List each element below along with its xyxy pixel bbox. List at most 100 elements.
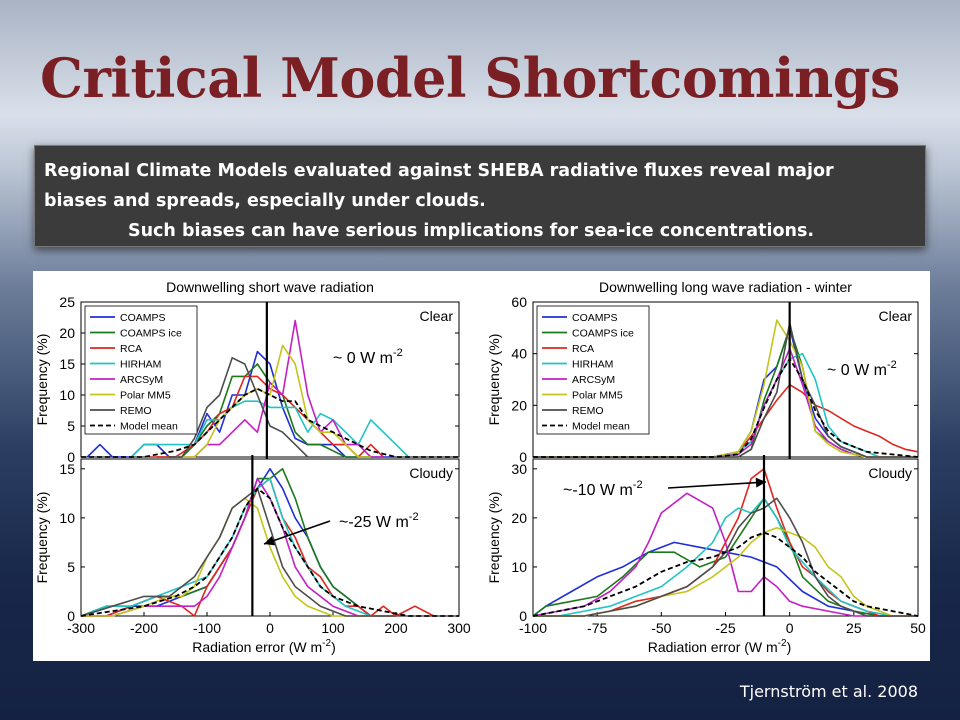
legend-label: Model mean [120,421,178,433]
callout-box: Regional Climate Models evaluated agains… [34,145,926,247]
series-line-arcsym [175,319,384,458]
y-tick-label: 25 [59,294,75,310]
y-tick-label: 20 [59,325,75,341]
chart-title: Downwelling short wave radiation [166,279,374,295]
annotation-arrow [263,520,331,545]
x-tick-label: 100 [321,620,345,636]
y-axis-label: Frequency (%) [34,492,50,584]
legend-label: COAMPS [572,312,618,324]
plot-area [80,458,460,617]
y-axis-label: Frequency (%) [486,492,502,584]
legend-label: Model mean [572,421,630,433]
y-axis-label: Frequency (%) [34,334,50,426]
chart-panel-4: 0 10 20 30 -100 -75 -50 -25 0 25 50 Cloudy Frequency… [486,455,926,655]
series-line-coamps [532,541,918,617]
legend-box [84,305,198,435]
y-tick-label: 20 [511,397,527,413]
annotation-text: ~-25 W m-2 [339,511,419,531]
legend-label: HIRHAM [572,359,613,371]
series-line-arcsym [532,492,918,617]
y-tick-label: 0 [67,608,75,624]
legend-label: COAMPS [120,312,166,324]
legend-label: Polar MM5 [572,390,623,402]
x-tick-label: 25 [846,620,862,636]
panel-label: Cloudy [868,465,912,481]
x-tick-label: -100 [519,620,547,636]
series-line-model-mean [81,387,459,458]
x-tick-label: -25 [715,620,735,636]
annotation-text: ~ 0 W m-2 [333,347,403,367]
callout-line-3: Such biases can have serious implication… [128,221,815,241]
y-tick-label: 30 [511,461,527,477]
x-tick-label: 0 [786,620,794,636]
x-tick-label: -300 [67,620,95,636]
x-axis-label-exponent: -2 [778,638,787,649]
legend-label: RCA [572,343,594,355]
series-line-coamps-ice [532,497,918,617]
legend-box [536,305,650,435]
y-tick-label: 20 [511,510,527,526]
legend-label: ARCSyM [572,374,615,386]
series-line-hirham [533,497,918,617]
figure-panel: 0 5 10 15 20 25 Downwelling short wave radiati… [33,271,930,661]
y-tick-label: 5 [67,418,75,434]
series-line-model-mean [80,487,459,617]
x-tick-label: 300 [447,620,471,636]
y-tick-label: 40 [511,346,527,362]
y-tick-label: 0 [519,608,527,624]
x-axis-label: Radiation error (W m-2) [648,638,792,655]
x-tick-label: -50 [651,620,671,636]
legend-label: RCA [120,343,142,355]
y-tick-label: 5 [67,559,75,575]
y-tick-label: 15 [59,356,75,372]
panel-label: Clear [879,308,913,324]
panel-label: Cloudy [409,465,453,481]
chart-title: Downwelling long wave radiation - winter [599,279,852,295]
y-axis-label: Frequency (%) [486,334,502,426]
x-tick-label: 200 [384,620,408,636]
legend-label: Polar MM5 [120,390,171,402]
annotation-text: ~ 0 W m-2 [827,359,897,379]
series-line-model-mean [533,357,919,458]
annotation-text: ~-10 W m-2 [563,479,643,499]
series-line-model-mean [532,531,919,617]
annotation-exponent: -2 [633,479,643,491]
slide-title: Critical Model Shortcomings [40,46,900,110]
x-axis-label-exponent: -2 [322,638,331,649]
chart-panel-2: 0 5 10 15 -300 -200 -100 0 100 200 300 Cloudy Freque… [34,455,471,655]
legend-label: ARCSyM [120,374,163,386]
legend-label: COAMPS ice [572,328,634,340]
callout-line-2: biases and spreads, especially under clo… [44,191,486,211]
panel-label: Clear [420,308,454,324]
y-tick-label: 10 [511,559,527,575]
chart-panel-1: 0 5 10 15 20 25 Downwelling short wave radiati… [34,279,460,465]
series-line-remo [533,497,918,617]
annotation-exponent: -2 [393,347,403,359]
x-tick-label: -75 [587,620,607,636]
series-line-hirham [130,400,410,458]
x-tick-label: 50 [910,620,926,636]
annotation-arrowhead [755,477,766,488]
y-tick-label: 15 [59,461,75,477]
x-tick-label: -200 [130,620,158,636]
x-tick-label: -100 [193,620,221,636]
y-tick-label: 0 [519,449,527,465]
x-tick-label: 0 [266,620,274,636]
x-axis-label-close: ) [331,639,336,655]
annotation-exponent: -2 [887,359,897,371]
series-line-polar-mm5 [175,344,371,458]
chart-panel-3: 0 20 40 60 Downwelling long wave radiation -… [486,279,919,465]
series-line-remo [80,487,396,617]
annotation-arrow [667,481,767,489]
legend-label: HIRHAM [120,359,161,371]
y-tick-label: 60 [511,294,527,310]
x-axis-label-close: ) [787,639,792,655]
callout-line-1: Regional Climate Models evaluated agains… [44,161,834,181]
y-tick-label: 10 [59,510,75,526]
histogram-figure: 0 5 10 15 20 25 Downwelling short wave radiati… [34,279,926,655]
series-line-remo [169,357,321,458]
legend-label: REMO [120,405,152,417]
y-tick-label: 10 [59,387,75,403]
citation: Tjernström et al. 2008 [739,682,918,701]
annotation-exponent: -2 [409,511,419,523]
